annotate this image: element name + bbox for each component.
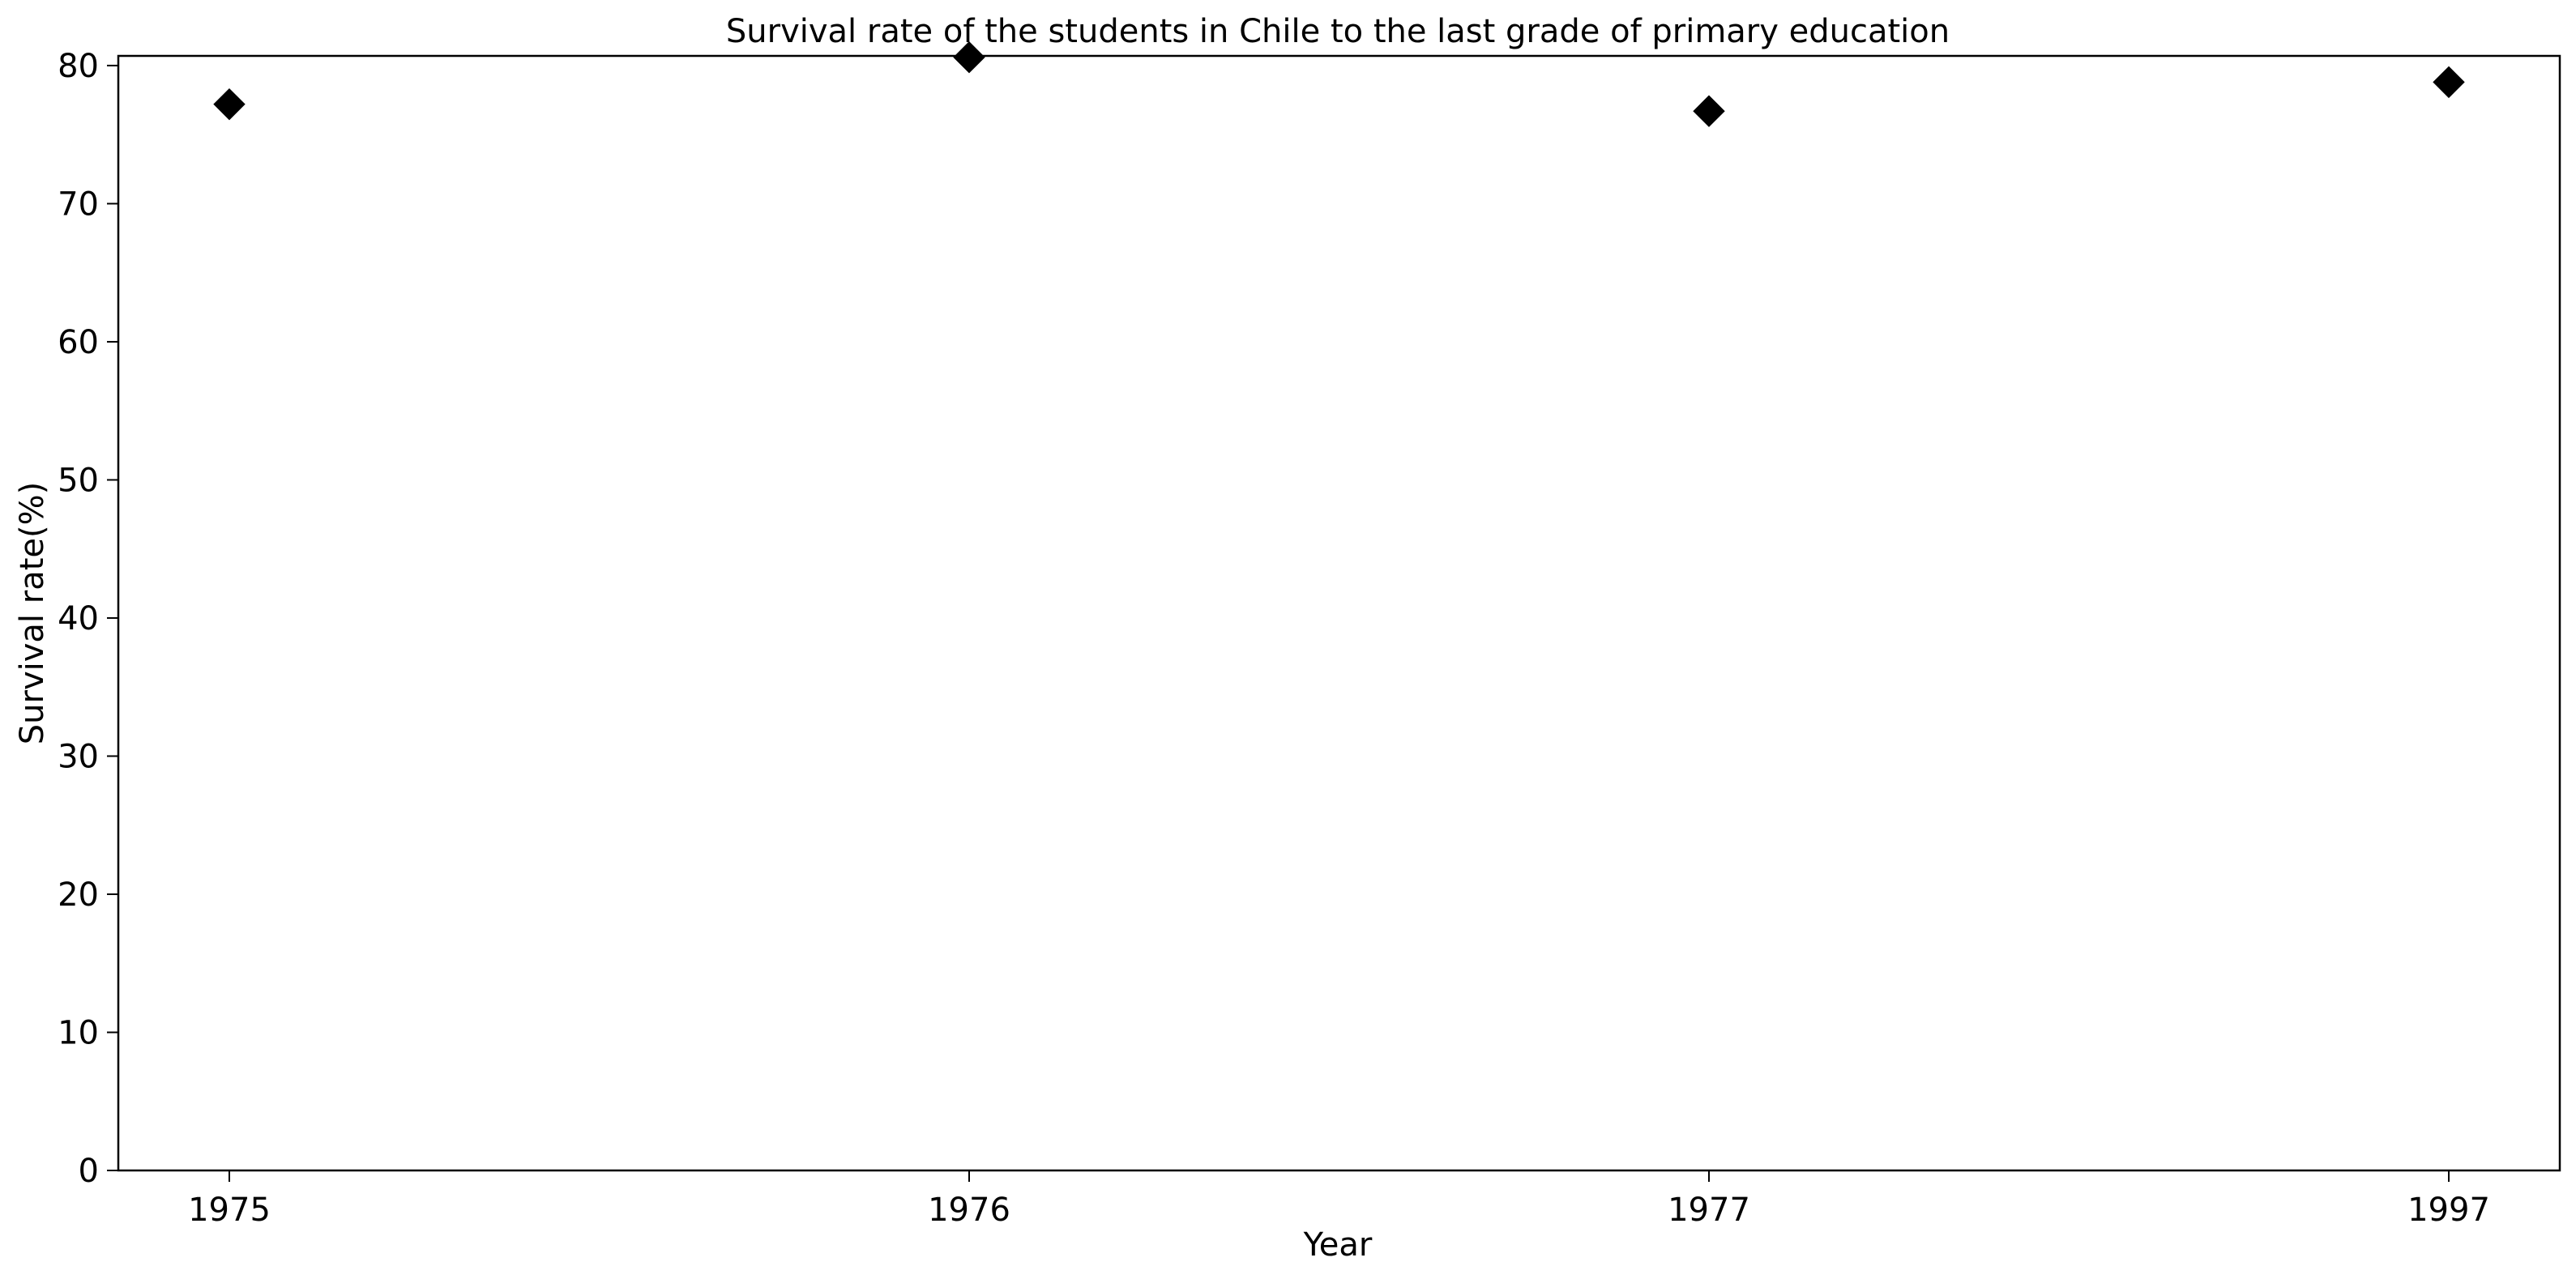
y-axis: 0 10 20 30 40 50 60 70 80 [58, 48, 118, 1190]
data-point-1976 [953, 41, 985, 74]
x-tick-label: 1977 [1668, 1192, 1750, 1229]
x-tick-label: 1976 [928, 1192, 1010, 1229]
x-tick-label: 1975 [188, 1192, 271, 1229]
y-tick-label: 70 [58, 185, 99, 223]
x-axis-label: Year [1303, 1226, 1373, 1264]
y-tick-label: 40 [58, 600, 99, 637]
y-tick-label: 30 [58, 738, 99, 775]
chart-title: Survival rate of the students in Chile t… [726, 13, 1950, 50]
data-point-1977 [1693, 95, 1725, 127]
data-point-1997 [2433, 66, 2465, 99]
y-tick-label: 0 [79, 1153, 99, 1190]
data-point-1975 [213, 87, 246, 121]
y-axis-label: Survival rate(%) [14, 482, 51, 744]
x-tick-label: 1997 [2407, 1192, 2490, 1229]
data-points [213, 41, 2465, 127]
y-tick-label: 20 [58, 876, 99, 914]
y-tick-label: 50 [58, 462, 99, 499]
x-axis: 1975 1976 1977 1997 [188, 1170, 2490, 1229]
y-tick-label: 60 [58, 324, 99, 361]
y-tick-label: 10 [58, 1014, 99, 1051]
y-tick-label: 80 [58, 48, 99, 85]
plot-area [117, 54, 2561, 1172]
